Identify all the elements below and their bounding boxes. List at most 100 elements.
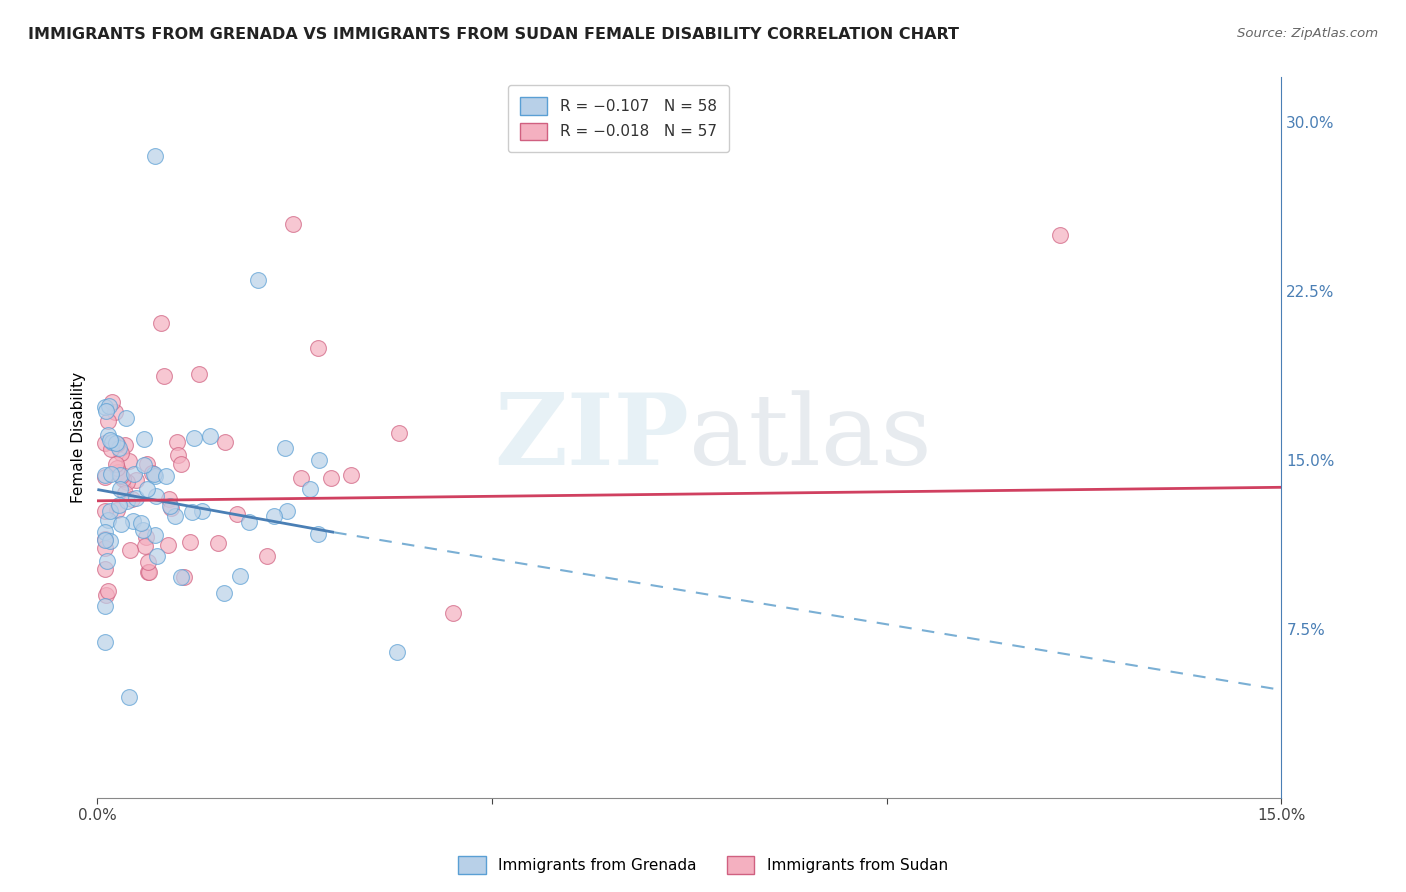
Point [155,468,177,483]
Point [149,316,172,330]
Point [134,539,156,553]
Point [165,508,187,523]
Point [238,516,260,530]
Point [110,516,132,531]
Point [98,504,121,518]
Point [183,431,205,445]
Text: Source: ZipAtlas.com: Source: ZipAtlas.com [1237,27,1378,40]
Point [143,149,166,163]
Text: atlas: atlas [689,390,932,485]
Point [118,690,141,704]
Point [121,491,143,506]
Text: ZIP: ZIP [495,389,689,486]
Point [198,429,221,443]
Point [110,468,132,483]
Point [97,513,120,527]
Point [145,468,167,483]
Point [97,414,120,428]
Point [104,457,127,471]
Point [122,467,145,481]
Point [256,549,278,563]
Point [308,452,330,467]
Point [143,467,166,481]
Point [153,369,176,384]
Point [188,368,211,382]
Point [94,404,117,418]
Point [166,448,188,462]
Point [283,217,305,231]
Point [290,470,312,484]
Point [247,273,270,287]
Point [160,501,183,516]
Point [387,645,409,659]
Point [173,570,195,584]
Point [105,502,128,516]
Point [299,482,322,496]
Point [108,442,131,456]
Point [226,508,249,522]
Point [108,498,131,512]
Point [340,468,363,483]
Point [125,491,148,505]
Point [1049,228,1071,243]
Point [118,543,141,558]
Point [94,541,117,555]
Point [166,435,188,450]
Point [274,441,297,455]
Point [98,534,121,549]
Point [207,536,229,550]
Point [97,583,120,598]
Point [138,565,160,579]
Point [136,565,159,579]
Point [94,532,117,546]
Point [134,432,156,446]
Point [94,599,117,613]
Point [132,524,155,538]
Point [141,466,163,480]
Point [132,458,155,472]
Point [101,434,124,449]
Point [319,471,342,485]
Point [276,504,298,518]
Point [94,525,117,540]
Point [214,434,236,449]
Point [214,586,236,600]
Point [94,469,117,483]
Legend: R = −0.107   N = 58, R = −0.018   N = 57: R = −0.107 N = 58, R = −0.018 N = 57 [508,85,728,153]
Point [146,549,169,564]
Point [115,475,138,490]
Point [228,569,250,583]
Point [169,570,191,584]
Point [100,467,122,481]
Point [94,533,117,547]
Point [115,410,138,425]
Point [179,534,201,549]
Point [98,433,121,447]
Point [143,527,166,541]
Point [96,554,118,568]
Point [110,445,132,459]
Point [101,395,124,409]
Point [170,457,193,471]
Point [94,504,117,518]
Legend: Immigrants from Grenada, Immigrants from Sudan: Immigrants from Grenada, Immigrants from… [453,850,953,880]
Point [114,486,136,500]
Point [104,404,127,418]
Point [118,454,141,468]
Point [94,401,117,415]
Point [110,468,132,483]
Point [125,473,148,487]
Point [110,482,132,496]
Point [388,426,411,441]
Point [159,500,181,514]
Point [114,438,136,452]
Point [94,467,117,482]
Point [157,539,180,553]
Point [115,493,138,508]
Point [157,491,180,506]
Text: IMMIGRANTS FROM GRENADA VS IMMIGRANTS FROM SUDAN FEMALE DISABILITY CORRELATION C: IMMIGRANTS FROM GRENADA VS IMMIGRANTS FR… [28,27,959,42]
Point [135,530,157,544]
Point [122,514,145,528]
Point [145,489,167,503]
Point [96,588,118,602]
